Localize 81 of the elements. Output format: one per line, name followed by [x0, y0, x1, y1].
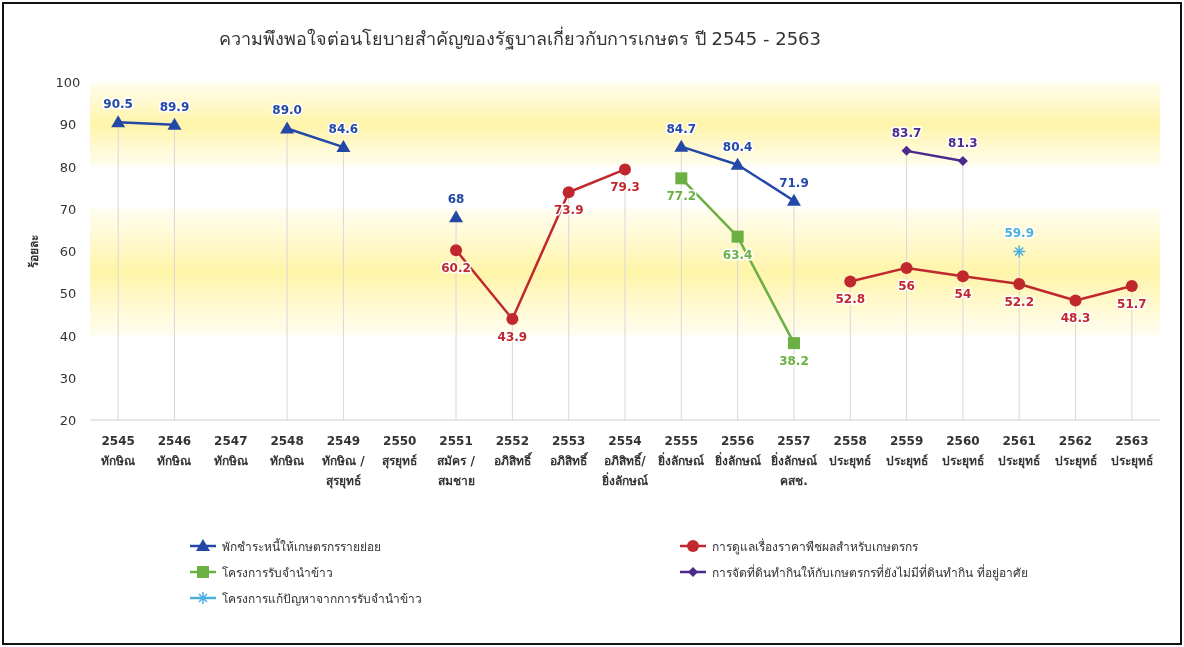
data-label: 77.2 [666, 189, 697, 204]
y-tick-label: 20 [59, 413, 77, 428]
legend-label: พักชำระหนี้ให้เกษตรกรรายย่อย [222, 538, 381, 554]
point [675, 172, 688, 185]
point [449, 210, 464, 223]
x-tick-label: 2552 อภิสิทธิ์ [493, 434, 533, 468]
data-label: 71.9 [779, 175, 809, 190]
point [956, 270, 969, 283]
x-tick-label: 2551 สมัคร / สมชาย [437, 434, 476, 488]
x-tick-label: 2556 ยิ่งลักษณ์ [714, 434, 761, 468]
point [786, 193, 801, 206]
data-label: 68 [447, 192, 465, 207]
x-tick-label: 2557 ยิ่งลักษณ์ คสช. [770, 434, 817, 488]
data-label: 59.9 [1004, 226, 1035, 241]
x-tick-label: 2561 ประยุทธ์ [998, 434, 1041, 469]
data-label: 84.6 [328, 122, 359, 137]
point [1069, 294, 1082, 307]
point [957, 156, 968, 167]
point [280, 121, 295, 134]
data-label: 51.7 [1117, 297, 1147, 312]
data-label: 79.3 [610, 180, 640, 195]
data-label: 38.2 [779, 354, 809, 369]
chart-title: ความพึงพอใจต่อนโยบายสำคัญของรัฐบาลเกี่ยวกับการเกษตร ปี 2545 - 2563 [219, 26, 821, 50]
data-label: 48.3 [1060, 311, 1091, 326]
point [1012, 244, 1026, 259]
y-tick-label: 90 [59, 117, 77, 133]
x-tick-label: 2547 ทักษิณ [213, 434, 248, 468]
y-tick-label: 70 [59, 201, 77, 217]
data-label: 43.9 [497, 330, 528, 345]
x-tick-label: 2558 ประยุทธ์ [829, 434, 872, 469]
point [1125, 280, 1138, 293]
data-label: 60.2 [441, 261, 471, 276]
x-tick-label: 2549 ทักษิณ / สุรยุทธ์ [322, 434, 366, 489]
data-label: 52.8 [835, 292, 866, 307]
y-tick-label: 50 [59, 286, 77, 302]
point [901, 145, 912, 156]
point [900, 261, 913, 274]
data-label: 52.2 [1004, 294, 1035, 309]
point [506, 313, 519, 326]
data-label: 89.9 [159, 99, 190, 114]
x-tick-label: 2560 ประยุทธ์ [941, 434, 984, 469]
point [619, 163, 631, 176]
data-label: 80.4 [722, 139, 753, 154]
y-tick-label: 60 [59, 244, 77, 259]
data-label: 81.3 [948, 136, 978, 151]
data-label: 54 [954, 287, 972, 302]
point [167, 117, 182, 130]
data-label: 89.0 [272, 103, 302, 118]
x-tick-label: 2554 อภิสิทธิ์/ ยิ่งลักษณ์ [602, 434, 648, 488]
y-tick-label: 30 [59, 370, 77, 386]
y-tick-label: 100 [55, 75, 81, 90]
data-label: 83.7 [891, 125, 922, 140]
y-axis-title: ร้อยละ [27, 234, 41, 268]
point [674, 139, 689, 152]
y-tick-label: 80 [59, 159, 77, 175]
data-label: 56 [898, 278, 915, 293]
legend-label: โครงการรับจำนำข้าว [222, 566, 333, 580]
data-label: 84.7 [666, 121, 697, 136]
point [844, 275, 857, 288]
x-tick-label: 2548 ทักษิณ [270, 434, 305, 468]
x-tick-label: 2553 อภิสิทธิ์ [550, 434, 590, 468]
point [336, 140, 351, 153]
legend-label: การจัดที่ดินทำกินให้กับเกษตรกรที่ยังไม่มีที่ดินทำกิน ที่อยู่อาศัย [712, 564, 1028, 581]
point [450, 244, 463, 257]
x-tick-label: 2550 สุรยุทธ์ [382, 434, 418, 469]
point [730, 157, 745, 170]
point [562, 186, 575, 199]
x-tick-label: 2545 ทักษิณ [101, 434, 136, 468]
x-tick-label: 2562 ประยุทธ์ [1054, 434, 1097, 469]
legend-label: การดูแลเรื่องราคาพืชผลสำหรับเกษตรกร [712, 538, 919, 555]
point [1013, 277, 1026, 290]
y-tick-label: 40 [59, 328, 77, 344]
point [787, 337, 800, 350]
point [731, 230, 744, 243]
x-tick-label: 2563 ประยุทธ์ [1110, 434, 1153, 469]
x-tick-label: 2546 ทักษิณ [157, 434, 192, 468]
legend-label: โครงการแก้ปัญหาจากการรับจำนำข้าว [222, 592, 422, 606]
point [111, 115, 126, 128]
data-label: 90.5 [103, 97, 133, 112]
x-tick-label: 2559 ประยุทธ์ [885, 434, 928, 469]
x-tick-label: 2555 ยิ่งลักษณ์ [658, 434, 705, 468]
